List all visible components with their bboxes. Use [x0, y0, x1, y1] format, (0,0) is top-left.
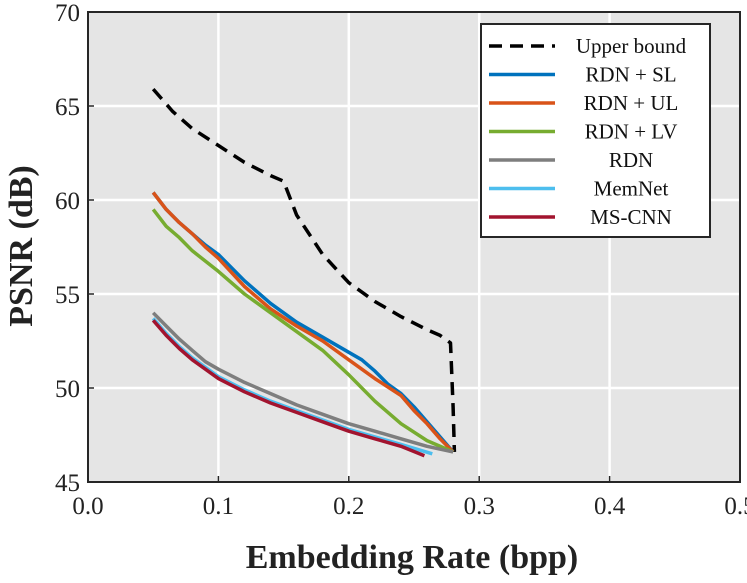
series-lines	[151, 87, 457, 458]
plot-frame	[87, 11, 741, 483]
y-tick-label: 50	[55, 376, 80, 403]
y-tick-label: 45	[55, 470, 80, 497]
legend: Upper bound RDN + SL RDN + UL RDN + LV RDN Me…	[480, 23, 711, 238]
series-line-rdn-lv	[151, 208, 454, 454]
x-tick-label: 0.1	[203, 493, 234, 520]
legend-label-rdn: RDN	[609, 148, 653, 172]
x-tick-label: 0.4	[594, 493, 626, 520]
legend-label-rdn-ul: RDN + UL	[584, 91, 679, 115]
legend-label-rdn-sl: RDN + SL	[585, 63, 676, 87]
x-axis-title: Embedding Rate (bpp)	[246, 539, 579, 576]
legend-label-rdn-lv: RDN + LV	[585, 120, 678, 144]
y-axis-ticks: 45 50 55 60 65 70	[55, 0, 94, 497]
y-tick-label: 70	[55, 0, 80, 27]
x-axis-ticks: 0.0 0.1 0.2 0.3 0.4 0.5	[72, 476, 747, 520]
y-tick-label: 60	[55, 188, 80, 215]
y-axis-title: PSNR (dB)	[3, 165, 40, 327]
y-tick-label: 65	[55, 94, 80, 121]
x-tick-label: 0.0	[72, 493, 103, 520]
legend-label-upper-bound: Upper bound	[576, 34, 687, 58]
x-tick-label: 0.2	[333, 493, 364, 520]
legend-label-memnet: MemNet	[594, 177, 669, 201]
series-line-rdn-ul	[151, 191, 455, 454]
legend-label-ms-cnn: MS-CNN	[590, 205, 672, 229]
series-line-ms-cnn	[151, 319, 426, 458]
y-tick-label: 55	[55, 282, 80, 309]
series-line-rdn	[151, 311, 454, 454]
x-tick-label: 0.5	[724, 493, 747, 520]
x-tick-label: 0.3	[464, 493, 495, 520]
